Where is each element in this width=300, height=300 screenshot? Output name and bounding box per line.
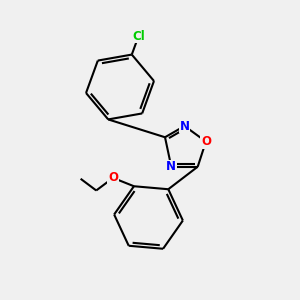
Text: O: O — [201, 135, 211, 148]
Text: O: O — [108, 171, 118, 184]
Text: N: N — [179, 119, 190, 133]
Text: Cl: Cl — [132, 30, 145, 43]
Text: N: N — [166, 160, 176, 173]
